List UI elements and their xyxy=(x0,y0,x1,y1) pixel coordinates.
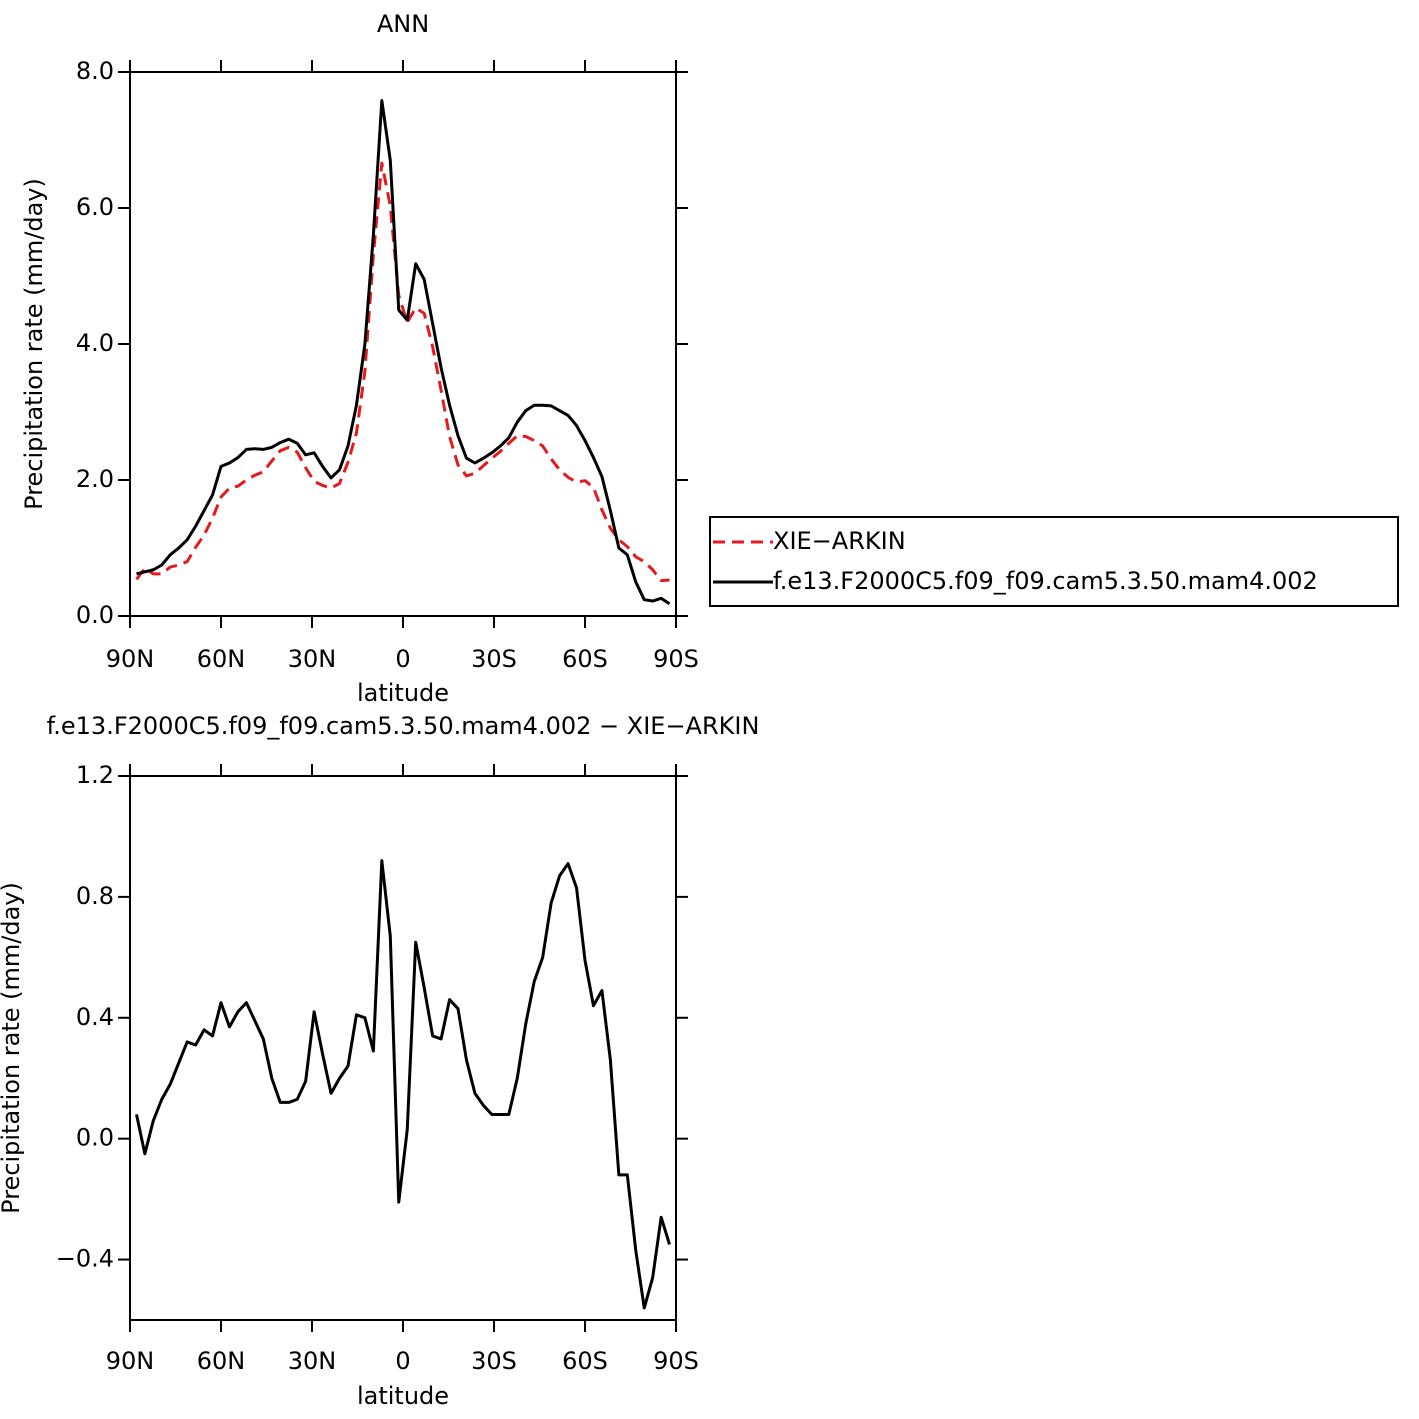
x-tick-label: 0 xyxy=(395,645,410,673)
x-tick-label: 60S xyxy=(562,645,608,673)
y-tick-label: 0.0 xyxy=(76,601,114,629)
x-tick-label: 60N xyxy=(197,645,246,673)
x-axis-label: latitude xyxy=(357,1382,449,1410)
x-tick-label: 90S xyxy=(653,645,699,673)
chart-title: f.e13.F2000C5.f09_f09.cam5.3.50.mam4.002… xyxy=(47,712,760,740)
x-tick-label: 60S xyxy=(562,1347,608,1375)
x-tick-label: 90N xyxy=(106,645,155,673)
y-tick-label: 0.4 xyxy=(76,1003,114,1031)
x-axis-label: latitude xyxy=(357,679,449,707)
x-tick-label: 30N xyxy=(288,645,337,673)
x-tick-label: 60N xyxy=(197,1347,246,1375)
x-tick-label: 30N xyxy=(288,1347,337,1375)
x-tick-label: 90N xyxy=(106,1347,155,1375)
x-tick-label: 30S xyxy=(471,645,517,673)
legend-label: f.e13.F2000C5.f09_f09.cam5.3.50.mam4.002 xyxy=(773,567,1318,595)
x-tick-label: 90S xyxy=(653,1347,699,1375)
y-tick-label: 1.2 xyxy=(76,761,114,789)
series-line xyxy=(135,859,671,1310)
y-tick-label: 8.0 xyxy=(76,57,114,85)
y-tick-label: 2.0 xyxy=(76,465,114,493)
y-tick-label: −0.4 xyxy=(56,1245,114,1273)
plot-frame xyxy=(129,71,677,617)
y-axis-label: Precipitation rate (mm/day) xyxy=(20,178,48,510)
y-axis-label: Precipitation rate (mm/day) xyxy=(0,882,25,1214)
y-tick-label: 6.0 xyxy=(76,193,114,221)
series-line xyxy=(136,99,671,606)
y-tick-label: 0.8 xyxy=(76,882,114,910)
series-line xyxy=(135,161,670,583)
legend-label: XIE−ARKIN xyxy=(773,527,906,555)
chart-title: ANN xyxy=(377,10,429,38)
x-tick-label: 0 xyxy=(395,1347,410,1375)
y-tick-label: 4.0 xyxy=(76,329,114,357)
plot-frame xyxy=(129,775,677,1321)
legend-box xyxy=(709,516,1399,607)
y-tick-label: 0.0 xyxy=(76,1124,114,1152)
x-tick-label: 30S xyxy=(471,1347,517,1375)
